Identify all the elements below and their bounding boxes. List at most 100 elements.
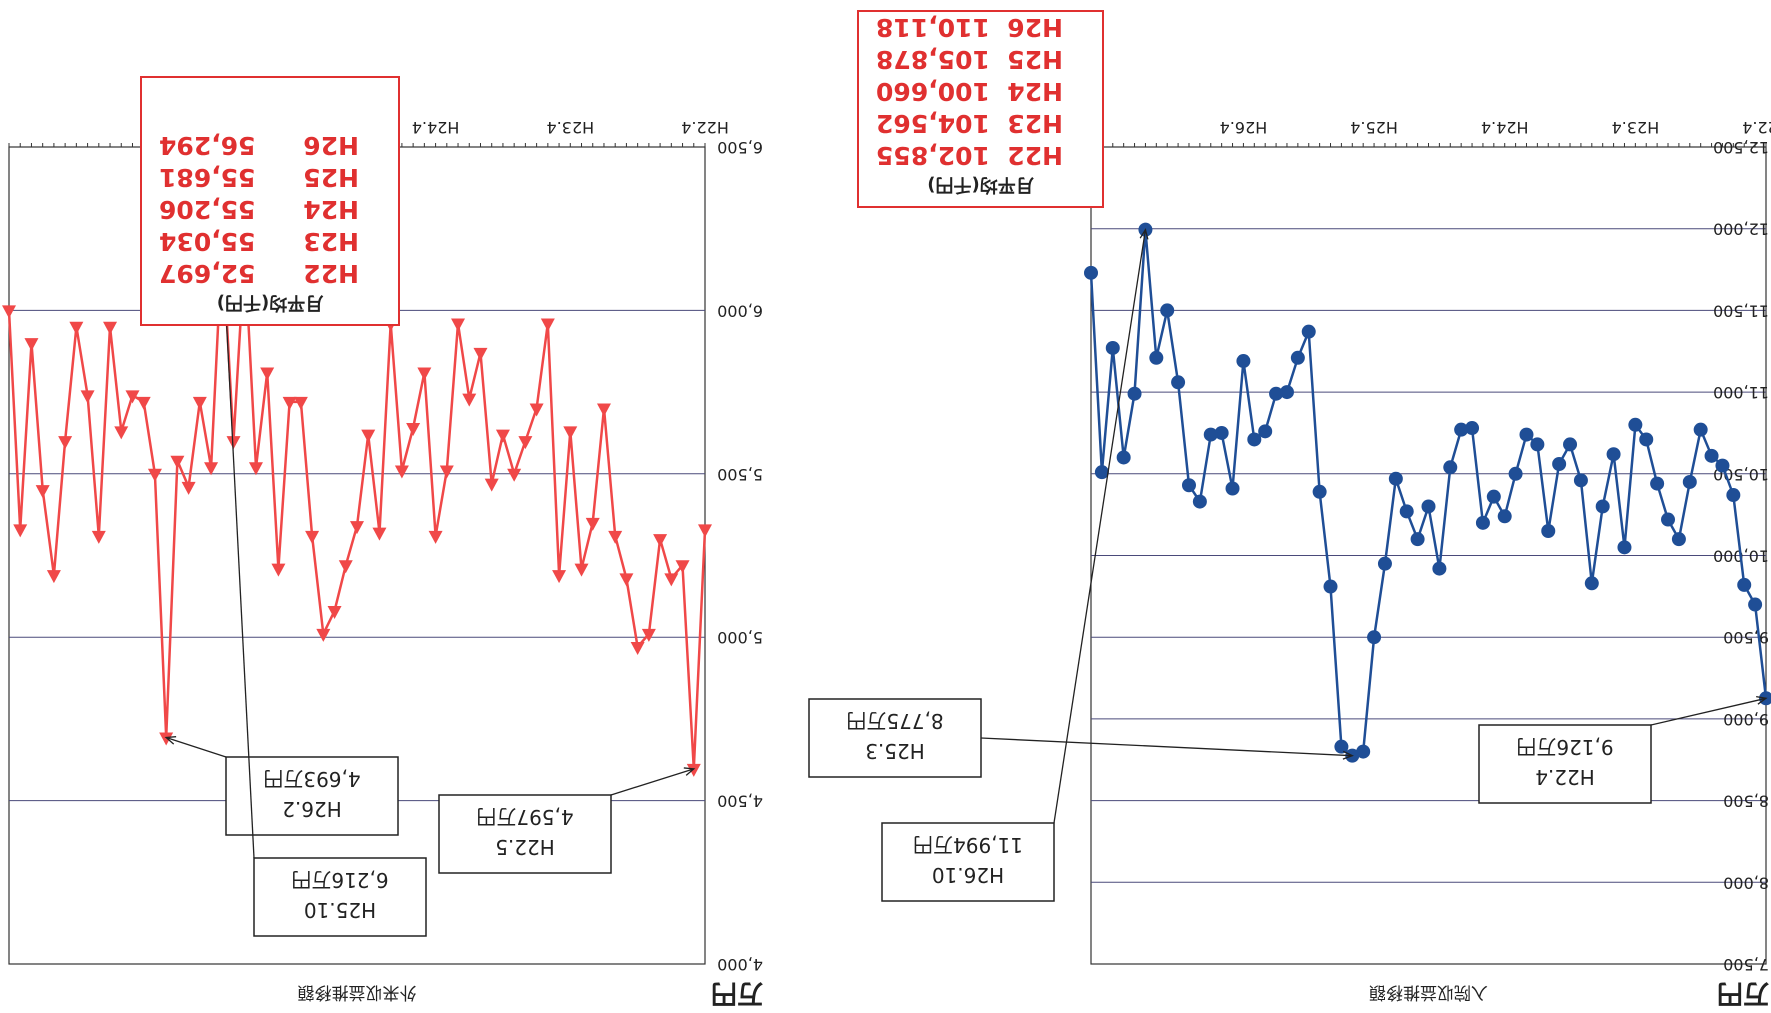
- data-point: [1323, 579, 1338, 594]
- data-point: [1236, 354, 1251, 369]
- x-tick-label: H25.4: [1350, 118, 1398, 137]
- y-tick-label: 7,500: [1723, 955, 1769, 974]
- data-point: [1617, 540, 1632, 555]
- data-point: [91, 530, 106, 544]
- data-point: [473, 347, 488, 361]
- data-point: [170, 455, 185, 469]
- data-point: [58, 436, 73, 450]
- y-tick-label: 8,000: [1723, 873, 1769, 892]
- x-tick-label: H24.4: [412, 118, 460, 137]
- summary-year: H24: [1007, 77, 1063, 106]
- data-point: [1301, 324, 1316, 339]
- arrow-head: [1756, 695, 1768, 705]
- data-point: [80, 390, 95, 404]
- data-point: [260, 367, 275, 381]
- summary-year: H26: [1007, 13, 1063, 42]
- data-point: [1127, 386, 1142, 401]
- arrow-head: [683, 767, 696, 776]
- summary-value: 52,697: [159, 259, 255, 288]
- data-point: [664, 573, 679, 587]
- data-point: [293, 396, 308, 410]
- callout-box: H22.5 4,597万円: [438, 767, 696, 874]
- summary-value: 104,562: [876, 109, 990, 138]
- data-point: [1290, 350, 1305, 365]
- callout-frame: [253, 857, 427, 937]
- data-point: [1704, 448, 1719, 463]
- data-point: [428, 530, 443, 544]
- data-point: [1105, 340, 1120, 355]
- callout-period: H25.10: [304, 898, 376, 922]
- data-point: [1247, 432, 1262, 447]
- data-point: [282, 396, 297, 410]
- data-point: [1595, 499, 1610, 514]
- chart-inpatient: 7,5008,0008,5009,0009,50010,00010,50011,…: [808, 10, 1771, 1008]
- summary-frame: [140, 76, 400, 326]
- summary-value: 55,681: [159, 163, 255, 192]
- callout-value: 9,126万円: [1516, 735, 1613, 759]
- data-point: [1563, 437, 1578, 452]
- data-point: [1541, 523, 1556, 538]
- data-point: [305, 530, 320, 544]
- callout-period: H22.5: [495, 835, 555, 859]
- data-point: [1171, 375, 1186, 390]
- data-point: [1356, 744, 1371, 759]
- callout-box: H25.10 6,216万円: [218, 238, 427, 937]
- callout-frame: [881, 822, 1055, 902]
- callout-arrow: [165, 736, 227, 758]
- data-point: [35, 485, 50, 499]
- data-point: [1628, 417, 1643, 432]
- data-point: [630, 642, 645, 656]
- y-tick-label: 9,000: [1723, 710, 1769, 729]
- data-point: [529, 403, 544, 417]
- data-point: [1693, 422, 1708, 437]
- data-point: [406, 423, 421, 437]
- data-point: [1639, 432, 1654, 447]
- y-tick-label: 6,500: [717, 138, 763, 157]
- data-point: [1269, 386, 1284, 401]
- data-point: [653, 534, 668, 548]
- x-tick-label: H23.4: [546, 118, 594, 137]
- callout-box: H22.4 9,126万円: [1478, 695, 1768, 804]
- summary-title: 月平均(千円): [217, 292, 324, 314]
- data-point: [1160, 303, 1175, 318]
- summary-year: H22: [1007, 141, 1063, 170]
- y-tick-label: 5,500: [717, 465, 763, 484]
- data-point: [1203, 427, 1218, 442]
- data-point: [1519, 427, 1534, 442]
- summary-value: 110,118: [876, 13, 990, 42]
- callout-frame: [808, 698, 982, 778]
- data-point: [451, 318, 466, 332]
- data-point: [1486, 489, 1501, 504]
- summary-year: H25: [1007, 45, 1063, 74]
- data-point: [248, 462, 263, 476]
- summary-frame: [857, 10, 1104, 208]
- data-point: [1399, 504, 1414, 519]
- callout-period: H26.2: [282, 797, 342, 821]
- data-point: [2, 305, 16, 319]
- data-point: [1367, 630, 1382, 645]
- y-tick-label: 11,500: [1713, 301, 1769, 320]
- summary-value: 55,206: [159, 195, 255, 224]
- x-tick-label: H22.4: [1742, 118, 1771, 137]
- data-point: [563, 426, 578, 440]
- x-tick-label: H23.4: [1612, 118, 1660, 137]
- data-point: [462, 393, 477, 407]
- x-tick-label: H24.4: [1481, 118, 1529, 137]
- callout-box: H25.3 8,775万円: [808, 698, 1354, 778]
- summary-year: H22: [303, 259, 359, 288]
- summary-value: 100,660: [876, 77, 990, 106]
- data-point: [1377, 556, 1392, 571]
- data-point: [13, 524, 28, 538]
- summary-year: H24: [303, 195, 359, 224]
- data-point: [1279, 385, 1294, 400]
- callout-frame: [438, 794, 612, 874]
- chart-title: 外来収益推移額: [298, 982, 417, 1002]
- data-point: [226, 436, 241, 450]
- data-point: [192, 396, 207, 410]
- chart-title: 入院収益推移額: [1369, 982, 1488, 1002]
- data-point: [114, 426, 129, 440]
- callout-frame: [225, 756, 399, 836]
- callout-box: H26.10 11,994万円: [881, 228, 1149, 902]
